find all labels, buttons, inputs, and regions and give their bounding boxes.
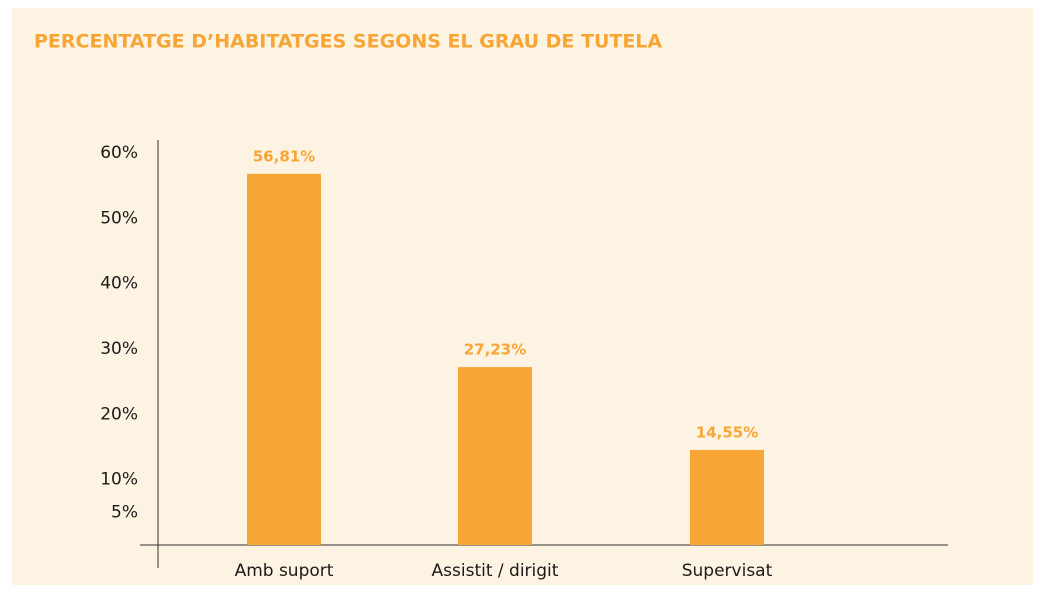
y-tick-label: 40% <box>100 274 138 294</box>
bar <box>247 173 321 545</box>
y-tick-label: 10% <box>100 470 138 490</box>
y-tick-label: 20% <box>100 404 138 424</box>
y-tick-label: 50% <box>100 208 138 228</box>
chart-title: PERCENTATGE D’HABITATGES SEGONS EL GRAU … <box>34 31 662 53</box>
value-label: 14,55% <box>696 423 758 441</box>
bar <box>458 367 532 545</box>
bar <box>690 449 764 545</box>
y-tick-label: 5% <box>111 502 138 522</box>
x-tick-label: Supervisat <box>682 561 773 581</box>
x-tick-label: Amb suport <box>235 561 334 581</box>
y-tick-label: 30% <box>100 339 138 359</box>
y-tick-label: 60% <box>100 143 138 163</box>
value-label: 56,81% <box>253 147 315 165</box>
x-tick-label: Assistit / dirigit <box>432 561 559 581</box>
value-label: 27,23% <box>464 341 526 359</box>
